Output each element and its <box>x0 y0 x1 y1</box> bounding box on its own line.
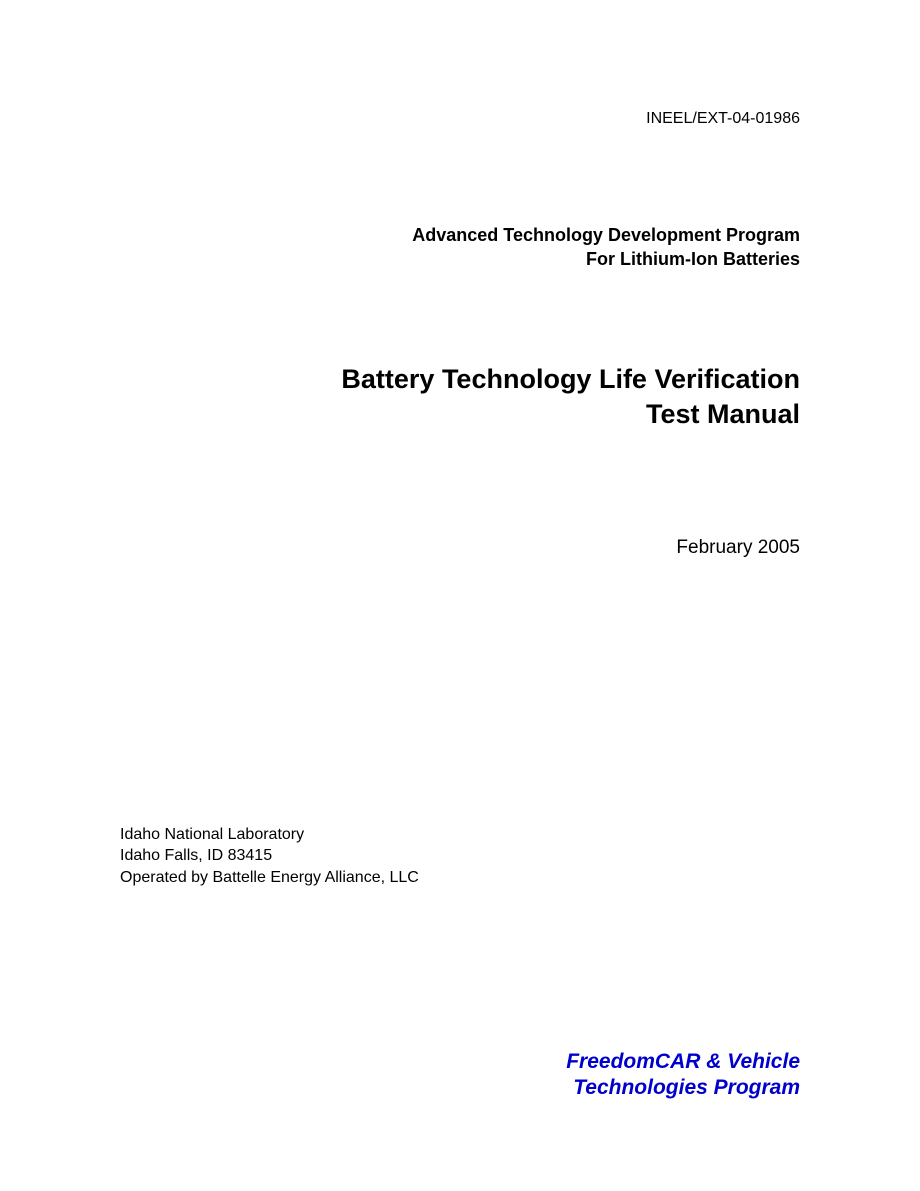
program-heading-line2: For Lithium-Ion Batteries <box>120 247 800 271</box>
sponsor-line2: Technologies Program <box>566 1075 800 1101</box>
document-page: INEEL/EXT-04-01986 Advanced Technology D… <box>0 0 920 1191</box>
main-title-line2: Test Manual <box>120 397 800 432</box>
sponsor-program: FreedomCAR & Vehicle Technologies Progra… <box>566 1049 800 1102</box>
lab-name: Idaho National Laboratory <box>120 824 800 846</box>
main-title: Battery Technology Life Verification Tes… <box>120 362 800 432</box>
lab-address: Idaho Falls, ID 83415 <box>120 845 800 867</box>
document-id: INEEL/EXT-04-01986 <box>120 110 800 128</box>
program-heading: Advanced Technology Development Program … <box>120 223 800 272</box>
program-heading-line1: Advanced Technology Development Program <box>120 223 800 247</box>
document-date: February 2005 <box>120 537 800 559</box>
lab-operator: Operated by Battelle Energy Alliance, LL… <box>120 867 800 889</box>
main-title-line1: Battery Technology Life Verification <box>120 362 800 397</box>
sponsor-line1: FreedomCAR & Vehicle <box>566 1049 800 1075</box>
lab-info: Idaho National Laboratory Idaho Falls, I… <box>120 824 800 889</box>
